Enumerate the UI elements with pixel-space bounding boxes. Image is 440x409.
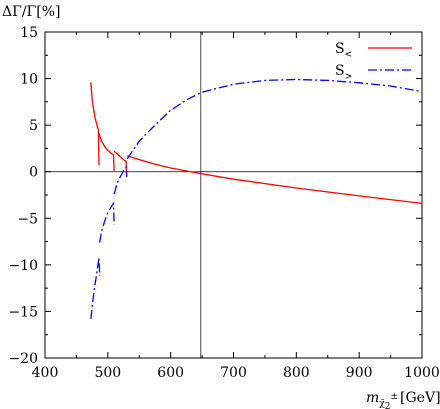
y-tick-label: −20 — [8, 351, 38, 367]
y-tick-label: 15 — [20, 25, 38, 41]
plot-frame — [44, 31, 423, 359]
y-tick-label: 0 — [29, 165, 38, 181]
series-line-s-less-segment-4 — [127, 155, 423, 205]
series-line-s-less-segment-1 — [90, 82, 100, 166]
x-tick-label: 1000 — [404, 365, 440, 381]
reference-lines — [45, 32, 422, 358]
series-line-s-greater-segment-1 — [90, 257, 101, 319]
series-line-s-greater-segment-4 — [126, 78, 423, 160]
series-line-s-less-segment-2 — [98, 133, 115, 171]
y-tick-label: −15 — [8, 304, 38, 320]
series-line-s-greater-segment-3 — [113, 165, 128, 195]
x-tick-label: 700 — [220, 365, 247, 381]
y-axis-label: ΔΓ/Γ[%] — [2, 4, 60, 20]
x-axis-label: mχ̃2± [GeV] — [366, 390, 440, 409]
x-axis-label-sub2: 2 — [385, 402, 391, 409]
x-axis-label-var: m — [366, 390, 379, 406]
legend-label-s-greater: S> — [335, 63, 352, 82]
y-tick-label: −5 — [17, 211, 38, 227]
series-line-s-greater-segment-2 — [99, 201, 115, 243]
x-axis-label-sub: χ̃ — [379, 398, 385, 409]
plot-series — [90, 78, 423, 319]
x-axis-label-unit: [GeV] — [400, 390, 440, 406]
series-line-s-less-segment-3 — [113, 150, 128, 178]
x-axis-label-sup: ± — [390, 392, 398, 402]
legend-label-s-less: S< — [335, 41, 352, 60]
legend: S< S> — [335, 41, 412, 82]
y-tick-label: 10 — [20, 72, 38, 88]
x-tick-label: 400 — [32, 365, 59, 381]
y-tick-label: 5 — [29, 118, 38, 134]
x-tick-label: 600 — [157, 365, 184, 381]
axis-ticks: 400 500 600 700 800 900 1000 −20 −15 −10 −5 0 5 10 15 — [8, 25, 439, 381]
x-tick-label: 900 — [346, 365, 373, 381]
x-tick-label: 500 — [94, 365, 121, 381]
y-tick-label: −10 — [8, 258, 38, 274]
x-tick-label: 800 — [283, 365, 310, 381]
